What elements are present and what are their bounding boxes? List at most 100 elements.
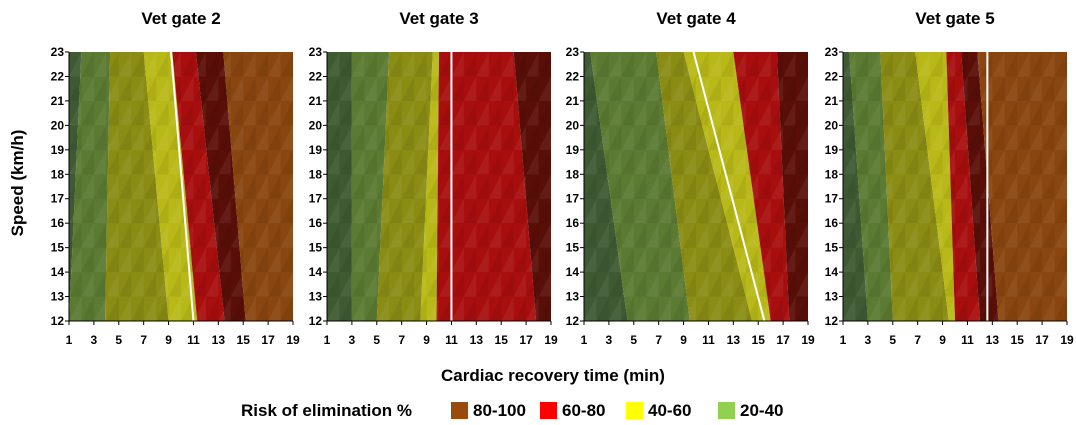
- x-tick-label: 3: [865, 333, 872, 347]
- y-tick-label: 23: [566, 45, 580, 59]
- heatmap-facet: [93, 247, 107, 273]
- heatmap-facet: [658, 149, 672, 175]
- heatmap-facet: [389, 198, 402, 224]
- heatmap-facet: [646, 223, 659, 248]
- heatmap-facet: [745, 223, 759, 248]
- heatmap-facet: [118, 272, 132, 297]
- heatmap-facet: [205, 272, 219, 297]
- heatmap-facet: [783, 198, 796, 224]
- heatmap-facet: [671, 149, 684, 175]
- heatmap-facet: [1017, 76, 1030, 101]
- heatmap-facet: [414, 198, 427, 224]
- x-tick-label: 13: [470, 333, 484, 347]
- heatmap-facet: [867, 125, 881, 150]
- heatmap-facet: [488, 174, 502, 199]
- heatmap-facet: [608, 272, 622, 297]
- heatmap-facet: [414, 174, 427, 199]
- heatmap-facet: [118, 100, 132, 126]
- heatmap-facet: [633, 296, 647, 321]
- heatmap-facet: [255, 52, 269, 77]
- heatmap-facet: [143, 223, 157, 248]
- heatmap-facet: [193, 125, 206, 150]
- heatmap-facet: [426, 223, 439, 248]
- heatmap-facet: [621, 223, 634, 248]
- heatmap-facet: [81, 223, 94, 248]
- heatmap-facet: [376, 247, 390, 273]
- heatmap-facet: [168, 272, 181, 297]
- heatmap-facet: [106, 296, 119, 321]
- heatmap-facet: [671, 100, 684, 126]
- heatmap-facet: [205, 52, 219, 77]
- heatmap-facet: [733, 174, 746, 199]
- heatmap-facet: [451, 149, 464, 175]
- heatmap-facet: [867, 198, 881, 224]
- heatmap-facet: [1017, 125, 1030, 150]
- heatmap-facet: [733, 76, 746, 101]
- heatmap-facet: [463, 174, 477, 199]
- heatmap-facet: [646, 125, 659, 150]
- heatmap-facet: [633, 76, 647, 101]
- heatmap-facet: [426, 198, 439, 224]
- heatmap-facet: [414, 125, 427, 150]
- heatmap-facet: [488, 76, 502, 101]
- heatmap-facet: [69, 174, 82, 199]
- heatmap-facet: [230, 272, 244, 297]
- heatmap-facet: [955, 247, 968, 273]
- heatmap-facet: [783, 125, 796, 150]
- heatmap-facet: [584, 247, 597, 273]
- heatmap-facet: [855, 247, 868, 273]
- heatmap-facet: [339, 149, 352, 175]
- heatmap-facet: [683, 174, 696, 199]
- heatmap-facet: [917, 100, 931, 126]
- heatmap-facet: [867, 296, 881, 321]
- heatmap-facet: [783, 149, 796, 175]
- heatmap-facet: [364, 174, 377, 199]
- heatmap-facet: [501, 174, 514, 199]
- heatmap-facet: [880, 125, 893, 150]
- y-tick-label: 22: [51, 69, 65, 83]
- heatmap-facet: [658, 247, 672, 273]
- heatmap-band: [376, 52, 433, 321]
- heatmap-facet: [708, 52, 721, 77]
- heatmap-facet: [930, 296, 943, 321]
- heatmap-facet: [658, 223, 672, 248]
- heatmap-facet: [671, 296, 684, 321]
- heatmap-facet: [268, 272, 281, 297]
- heatmap-facet: [93, 198, 107, 224]
- heatmap-facet: [364, 272, 377, 297]
- heatmap-facet: [81, 149, 94, 175]
- heatmap-facet: [389, 76, 402, 101]
- heatmap-facet: [501, 198, 514, 224]
- heatmap-facet: [1054, 272, 1067, 297]
- heatmap-facet: [584, 125, 597, 150]
- heatmap-facet: [683, 76, 696, 101]
- heatmap-facet: [488, 223, 502, 248]
- heatmap-facet: [733, 125, 746, 150]
- heatmap-facet: [106, 125, 119, 150]
- heatmap-facet: [451, 198, 464, 224]
- heatmap-facet: [1029, 247, 1043, 273]
- heatmap-facet: [426, 174, 439, 199]
- heatmap-facet: [758, 247, 771, 273]
- heatmap-facet: [243, 247, 256, 273]
- heatmap-band: [195, 52, 246, 321]
- heatmap-facet: [1004, 125, 1018, 150]
- heatmap-facet: [783, 272, 796, 297]
- heatmap-facet: [843, 52, 856, 77]
- heatmap-facet: [696, 149, 709, 175]
- threshold-line: [170, 51, 195, 322]
- heatmap-facet: [696, 100, 709, 126]
- heatmap-facet: [621, 174, 634, 199]
- heatmap-facet: [439, 223, 452, 248]
- heatmap-facet: [513, 174, 527, 199]
- heatmap-facet: [942, 272, 955, 297]
- y-tick-label: 22: [566, 69, 580, 83]
- heatmap-facet: [955, 149, 968, 175]
- heatmap-facet: [905, 100, 918, 126]
- heatmap-facet: [280, 52, 293, 77]
- heatmap-facet: [584, 198, 597, 224]
- heatmap-facet: [621, 149, 634, 175]
- heatmap-facet: [867, 100, 881, 126]
- heatmap-facet: [488, 52, 502, 77]
- heatmap-facet: [106, 149, 119, 175]
